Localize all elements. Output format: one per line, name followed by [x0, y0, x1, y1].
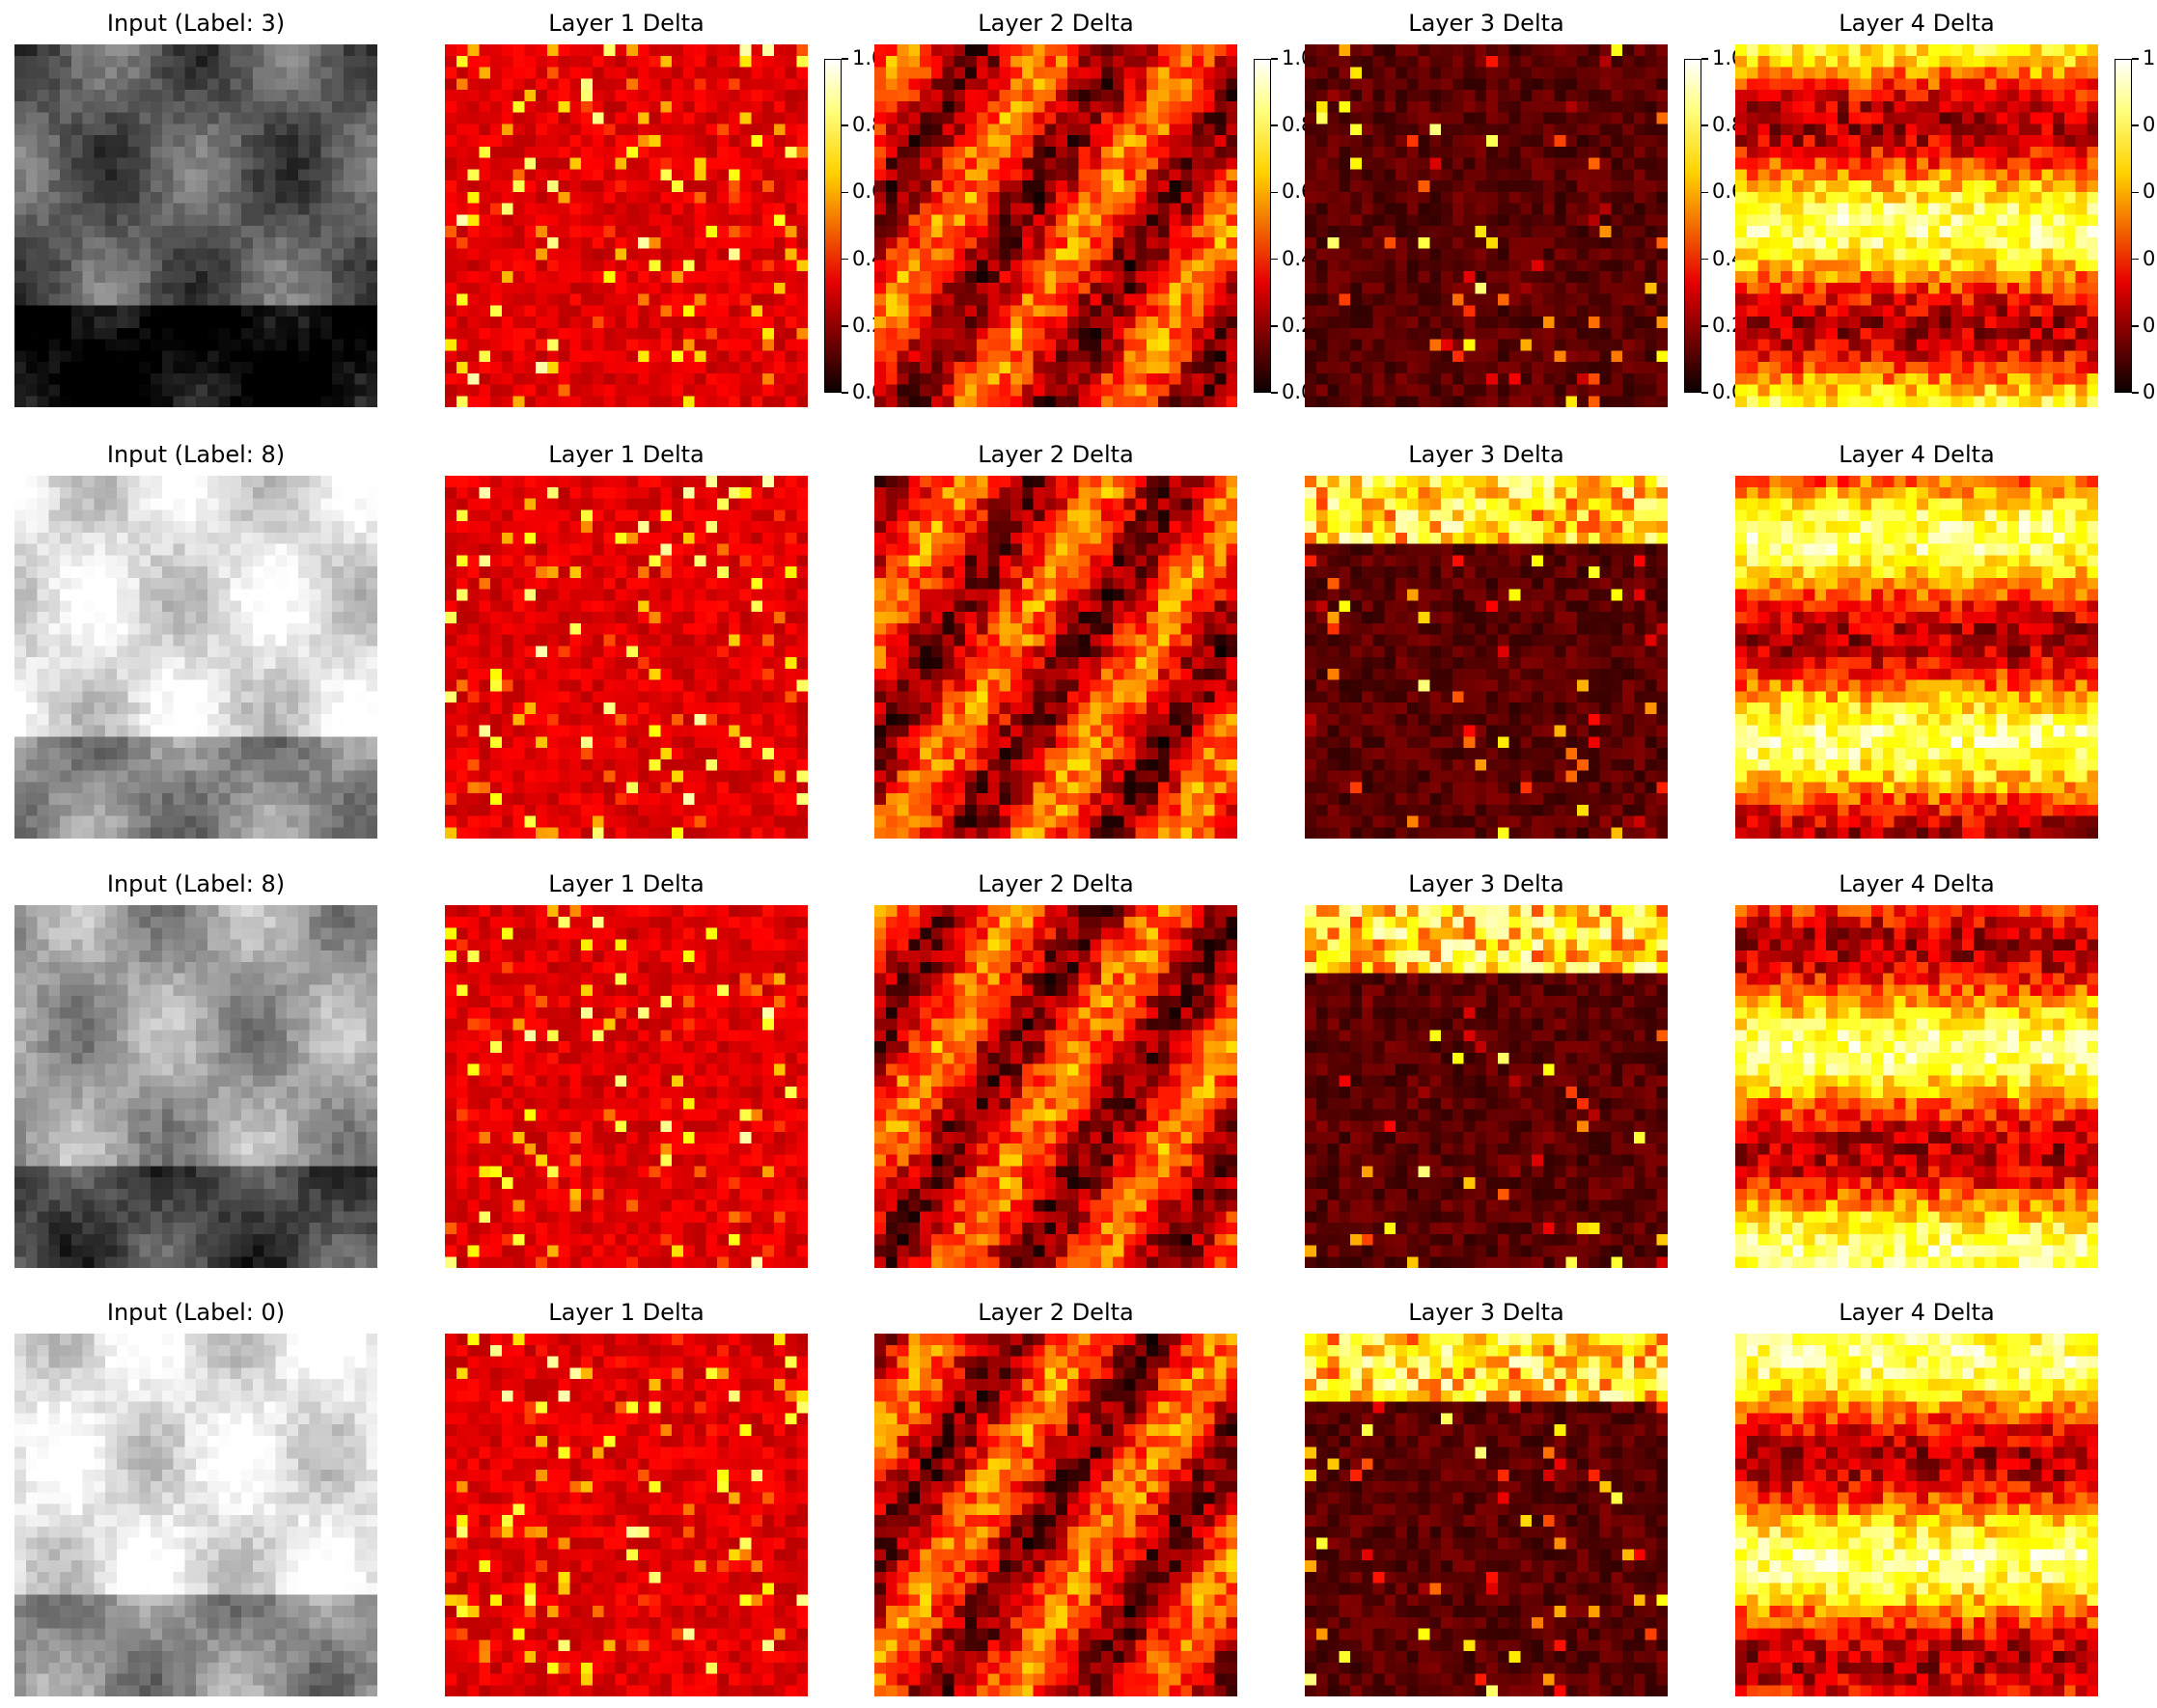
colorbar-tick-label: 0.0 [2143, 380, 2157, 403]
delta-heatmap [1305, 905, 1668, 1268]
delta-heatmap [1735, 1334, 2098, 1696]
colorbar-tick-mark [2132, 392, 2139, 394]
colorbar-tick-mark [2132, 258, 2139, 261]
colorbar [2115, 59, 2132, 393]
delta-heatmap [445, 44, 808, 407]
colorbar-tick-mark [1701, 58, 1708, 60]
colorbar [1254, 59, 1271, 393]
panel-title: Layer 4 Delta [1839, 441, 1995, 468]
panel-title: Layer 2 Delta [978, 441, 1134, 468]
colorbar-tick-mark [2132, 124, 2139, 126]
colorbar-tick-mark [1271, 191, 1278, 194]
colorbar-tick-mark [1271, 325, 1278, 327]
colorbar-tick-mark [842, 258, 848, 261]
delta-heatmap [445, 1334, 808, 1696]
panel-title: Layer 1 Delta [548, 1299, 705, 1326]
delta-heatmap [1735, 476, 2098, 839]
colorbar [1684, 59, 1701, 393]
colorbar-tick-mark [2132, 58, 2139, 60]
input-image [14, 44, 377, 407]
panel-title: Layer 4 Delta [1839, 870, 1995, 897]
colorbar-tick-mark [1271, 58, 1278, 60]
colorbar-tick-mark [2132, 191, 2139, 194]
delta-heatmap [874, 44, 1237, 407]
colorbar-tick-mark [842, 191, 848, 194]
panel-title: Layer 3 Delta [1408, 10, 1564, 37]
colorbar-tick-mark [1701, 124, 1708, 126]
delta-heatmap [874, 476, 1237, 839]
input-image [14, 1334, 377, 1696]
delta-heatmap [1735, 905, 2098, 1268]
delta-heatmap [874, 1334, 1237, 1696]
input-image [14, 476, 377, 839]
colorbar-tick-label: 1.0 [2143, 46, 2157, 69]
panel-title: Layer 1 Delta [548, 10, 705, 37]
panel-title: Input (Label: 8) [106, 441, 286, 468]
colorbar [824, 59, 842, 393]
delta-heatmap [1305, 1334, 1668, 1696]
panel-title: Input (Label: 8) [106, 870, 286, 897]
panel-title: Layer 2 Delta [978, 870, 1134, 897]
colorbar-tick-label: 0.6 [2143, 179, 2157, 204]
input-image [14, 905, 377, 1268]
colorbar-tick-mark [2132, 325, 2139, 327]
delta-heatmap [874, 905, 1237, 1268]
colorbar-tick-mark [1701, 191, 1708, 194]
colorbar-tick-mark [1701, 325, 1708, 327]
colorbar-tick-mark [842, 392, 848, 394]
colorbar-tick-mark [842, 124, 848, 126]
panel-title: Input (Label: 0) [106, 1299, 286, 1326]
panel-title: Layer 3 Delta [1408, 441, 1564, 468]
panel-title: Input (Label: 3) [106, 10, 286, 37]
panel-title: Layer 1 Delta [548, 870, 705, 897]
colorbar-tick-mark [1271, 258, 1278, 261]
delta-heatmap [1735, 44, 2098, 407]
panel-title: Layer 3 Delta [1408, 1299, 1564, 1326]
colorbar-tick-label: 0.8 [2143, 113, 2157, 137]
panel-title: Layer 3 Delta [1408, 870, 1564, 897]
colorbar-tick-mark [1271, 124, 1278, 126]
panel-title: Layer 2 Delta [978, 10, 1134, 37]
colorbar-tick-mark [1701, 258, 1708, 261]
colorbar-tick-mark [1701, 392, 1708, 394]
delta-heatmap [1305, 476, 1668, 839]
panel-title: Layer 2 Delta [978, 1299, 1134, 1326]
panel-title: Layer 1 Delta [548, 441, 705, 468]
delta-heatmap [1305, 44, 1668, 407]
colorbar-tick-mark [842, 58, 848, 60]
colorbar-tick-label: 0.2 [2143, 313, 2157, 337]
delta-heatmap [445, 905, 808, 1268]
colorbar-tick-mark [842, 325, 848, 327]
colorbar-tick-mark [1271, 392, 1278, 394]
delta-heatmap [445, 476, 808, 839]
panel-title: Layer 4 Delta [1839, 10, 1995, 37]
panel-title: Layer 4 Delta [1839, 1299, 1995, 1326]
colorbar-tick-label: 0.4 [2143, 246, 2157, 270]
